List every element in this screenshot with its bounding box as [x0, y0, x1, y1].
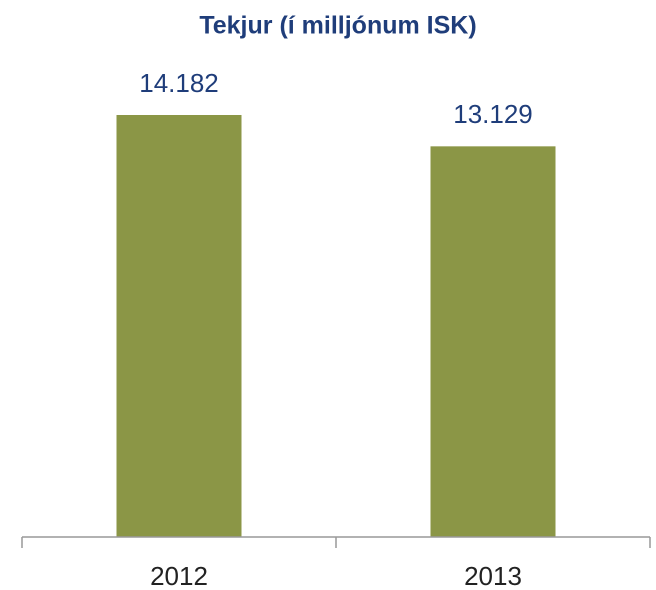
- value-label: 13.129: [453, 99, 533, 129]
- x-tick-label: 2013: [464, 561, 522, 590]
- bar: [116, 115, 242, 537]
- value-label: 14.182: [139, 68, 219, 98]
- bar: [430, 146, 556, 537]
- x-tick-label: 2012: [150, 561, 208, 590]
- chart-title: Tekjur (í milljónum ISK): [199, 12, 476, 40]
